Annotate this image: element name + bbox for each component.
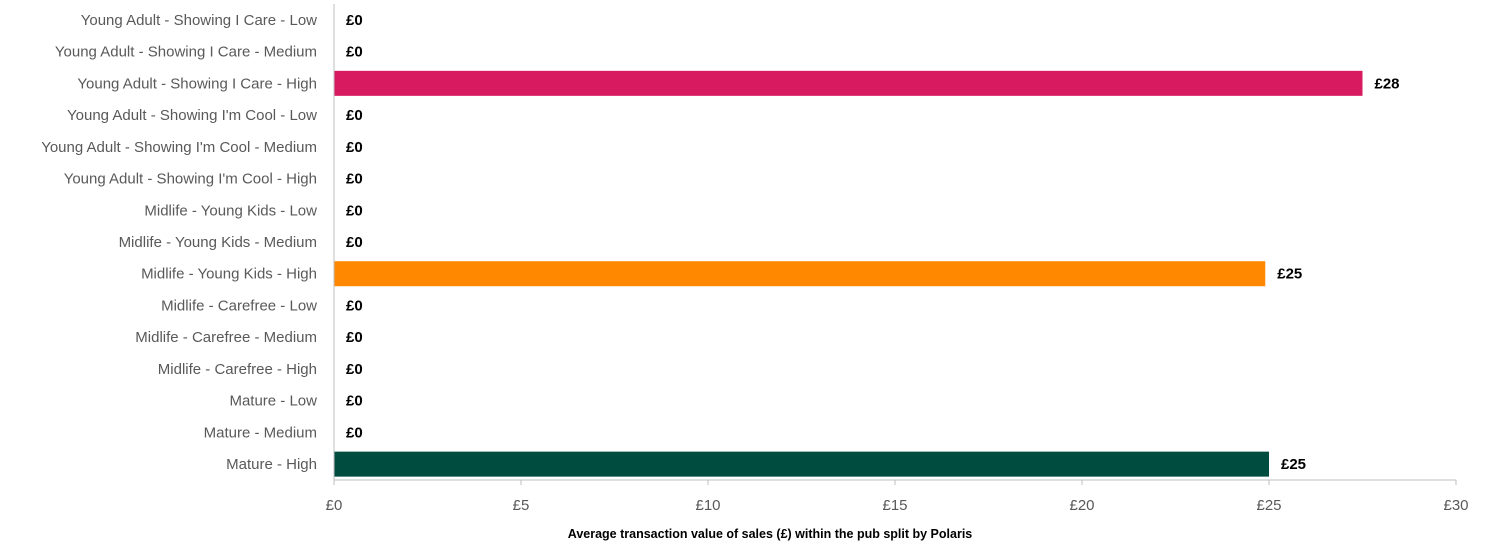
data-label: £0	[346, 297, 363, 314]
data-label: £0	[346, 329, 363, 346]
data-label: £0	[346, 424, 363, 441]
data-label: £0	[346, 44, 363, 61]
data-label: £25	[1277, 266, 1302, 283]
data-label: £0	[346, 234, 363, 251]
x-tick-label: £25	[1256, 497, 1281, 514]
x-tick-label: £20	[1069, 497, 1094, 514]
category-labels: Young Adult - Showing I Care - Low Young …	[41, 12, 317, 473]
category-label: Midlife - Carefree - Low	[161, 297, 317, 314]
x-axis-ticks: £0 £5 £10 £15 £20 £25 £30	[326, 480, 1469, 514]
category-label: Young Adult - Showing I Care - Low	[81, 12, 317, 29]
category-label: Midlife - Young Kids - Low	[144, 202, 317, 219]
data-label: £0	[346, 361, 363, 378]
data-label: £0	[346, 171, 363, 188]
category-label: Midlife - Young Kids - High	[141, 266, 317, 283]
bar	[334, 70, 1363, 96]
x-tick-label: £30	[1443, 497, 1468, 514]
category-label: Young Adult - Showing I Care - Medium	[55, 44, 317, 61]
x-tick-label: £0	[326, 497, 343, 514]
data-label: £0	[346, 107, 363, 124]
data-label: £0	[346, 139, 363, 156]
x-tick-label: £5	[513, 497, 530, 514]
category-label: Young Adult - Showing I'm Cool - High	[64, 171, 317, 188]
data-label: £25	[1281, 456, 1306, 473]
category-label: Midlife - Carefree - Medium	[135, 329, 317, 346]
data-labels: £0 £0 £28 £0 £0 £0 £0 £0 £25 £0 £0 £0 £0 £0 £25	[346, 12, 1400, 473]
category-label: Young Adult - Showing I'm Cool - Low	[67, 107, 317, 124]
x-tick-label: £15	[882, 497, 907, 514]
category-label: Young Adult - Showing I Care - High	[77, 75, 317, 92]
category-label: Young Adult - Showing I'm Cool - Medium	[41, 139, 317, 156]
data-label: £0	[346, 393, 363, 410]
category-label: Mature - Low	[229, 393, 317, 410]
x-axis-title: Average transaction value of sales (£) w…	[568, 527, 973, 541]
bar	[334, 451, 1269, 477]
bars	[334, 70, 1363, 477]
category-label: Mature - Medium	[204, 424, 317, 441]
data-label: £28	[1375, 75, 1400, 92]
category-label: Midlife - Young Kids - Medium	[119, 234, 317, 251]
x-tick-label: £10	[695, 497, 720, 514]
data-label: £0	[346, 202, 363, 219]
data-label: £0	[346, 12, 363, 29]
bar	[334, 261, 1266, 287]
category-label: Midlife - Carefree - High	[158, 361, 317, 378]
category-label: Mature - High	[226, 456, 317, 473]
